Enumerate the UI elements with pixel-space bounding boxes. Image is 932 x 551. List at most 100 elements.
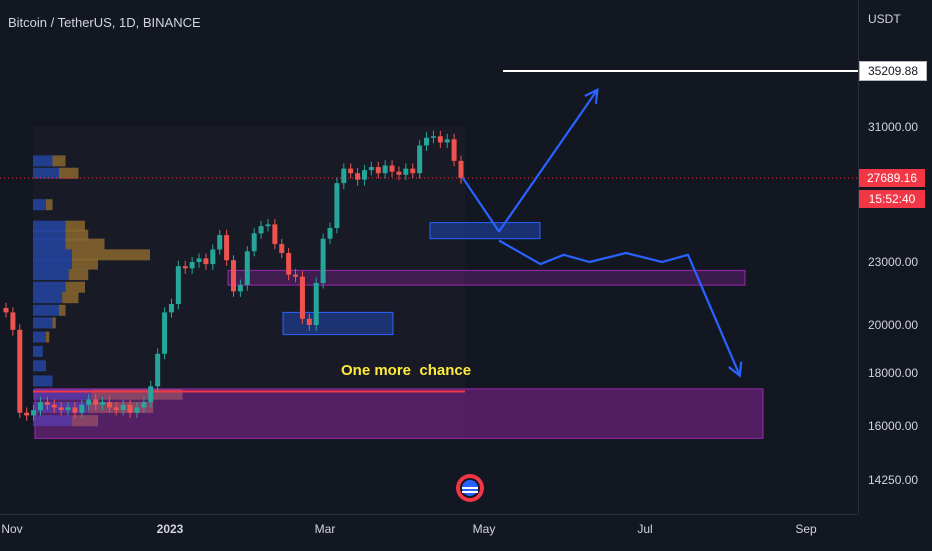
candle-body (341, 168, 347, 184)
candle-body (361, 170, 367, 180)
candles (3, 130, 464, 421)
candle-body (106, 402, 112, 408)
candle-body (24, 412, 30, 416)
candle-body (382, 165, 388, 174)
candle-body (182, 266, 188, 269)
candle-body (403, 168, 409, 175)
candle-body (175, 266, 181, 304)
volume-profile-bar (65, 229, 89, 241)
candle-body (37, 402, 43, 411)
candle-body (237, 285, 243, 292)
price-tick: 20000.00 (868, 318, 919, 332)
volume-profile-bar (33, 281, 66, 293)
volume-profile-bar (91, 388, 183, 400)
volume-profile-bar (65, 281, 85, 293)
time-tick: Mar (314, 522, 336, 536)
time-tick: Nov (1, 522, 23, 536)
time-axis[interactable] (0, 514, 858, 551)
symbol-title[interactable]: Bitcoin / TetherUS, 1D, BINANCE (8, 15, 201, 30)
volume-profile-bar (33, 269, 69, 281)
candle-body (93, 399, 99, 405)
candle-body (210, 249, 216, 265)
candle-body (265, 224, 271, 227)
candle-body (451, 139, 457, 161)
candle-body (348, 168, 354, 174)
candle-body (444, 139, 450, 143)
volume-profile-bar (33, 375, 53, 387)
volume-profile-bar (33, 238, 66, 250)
demand-zone-may (429, 222, 541, 240)
candle-body (134, 407, 140, 413)
price-chart[interactable] (0, 0, 858, 514)
volume-profile-bar (46, 199, 53, 211)
candle-body (430, 136, 436, 138)
candle-body (258, 226, 264, 234)
time-tick: Sep (795, 522, 817, 536)
candle-body (44, 402, 50, 405)
candle-body (113, 407, 119, 411)
price-axis[interactable] (858, 0, 932, 514)
support-zone-lower (34, 388, 764, 439)
volume-profile-bar (65, 238, 105, 250)
volume-profile-bar (33, 229, 66, 241)
candle-body (100, 402, 106, 405)
volume-profile-bar (33, 345, 43, 357)
candle-body (51, 404, 57, 408)
candle-body (3, 308, 9, 313)
volume-profile-bar (33, 167, 59, 179)
projection-arrow-down-head (728, 361, 743, 378)
candle-body (355, 173, 361, 180)
candle-body (31, 410, 37, 416)
target-price-badge: 35209.88 (859, 61, 927, 81)
volume-profile-bar (33, 331, 46, 343)
volume-profile-bar (33, 199, 46, 211)
volume-profile-bar (72, 249, 150, 261)
candle-body (458, 160, 464, 178)
candle-body (65, 407, 71, 411)
zones (34, 222, 764, 439)
volume-profile-bar (33, 317, 53, 329)
candle-body (389, 165, 395, 172)
volume-profile-bar (52, 155, 66, 167)
price-tick: 16000.00 (868, 419, 919, 433)
candle-body (375, 167, 381, 174)
candle-body (224, 235, 230, 261)
price-tick: 23000.00 (868, 255, 919, 269)
candle-body (141, 402, 147, 408)
candle-body (251, 233, 257, 252)
candle-body (424, 137, 430, 146)
candle-body (299, 276, 305, 319)
candle-body (293, 274, 299, 277)
volume-profile-bar (59, 167, 79, 179)
price-tick: 18000.00 (868, 366, 919, 380)
candle-body (72, 407, 78, 413)
volume-profile-bar (33, 292, 63, 304)
volume-profile-bar (72, 415, 98, 427)
chart-annotation[interactable]: One more chance (341, 362, 472, 379)
candle-body (313, 283, 319, 325)
candle-body (189, 262, 195, 269)
candle-body (120, 404, 126, 411)
volume-profile-bar (33, 415, 72, 427)
flag-globe-logo-icon[interactable] (456, 474, 484, 502)
candle-body (368, 167, 374, 171)
countdown-badge: 15:52:40 (859, 190, 925, 208)
candle-body (168, 304, 174, 313)
support-zone-upper (227, 269, 746, 286)
projection-arrow-up (461, 89, 599, 233)
volume-profile-bar (33, 388, 92, 400)
volume-profile-bar (52, 317, 56, 329)
volume-profile-bar (33, 304, 59, 316)
time-tick: Jul (637, 522, 653, 536)
candle-body (306, 318, 312, 325)
currency-label: USDT (868, 12, 901, 26)
volume-profile-bar (72, 258, 98, 270)
volume-profile-bar (33, 220, 66, 232)
candle-body (58, 407, 64, 411)
demand-zone-march (282, 311, 394, 336)
candle-body (327, 227, 333, 239)
volume-profile-bar (33, 249, 72, 261)
candle-body (17, 329, 23, 413)
candle-body (272, 224, 278, 245)
candle-body (286, 253, 292, 275)
